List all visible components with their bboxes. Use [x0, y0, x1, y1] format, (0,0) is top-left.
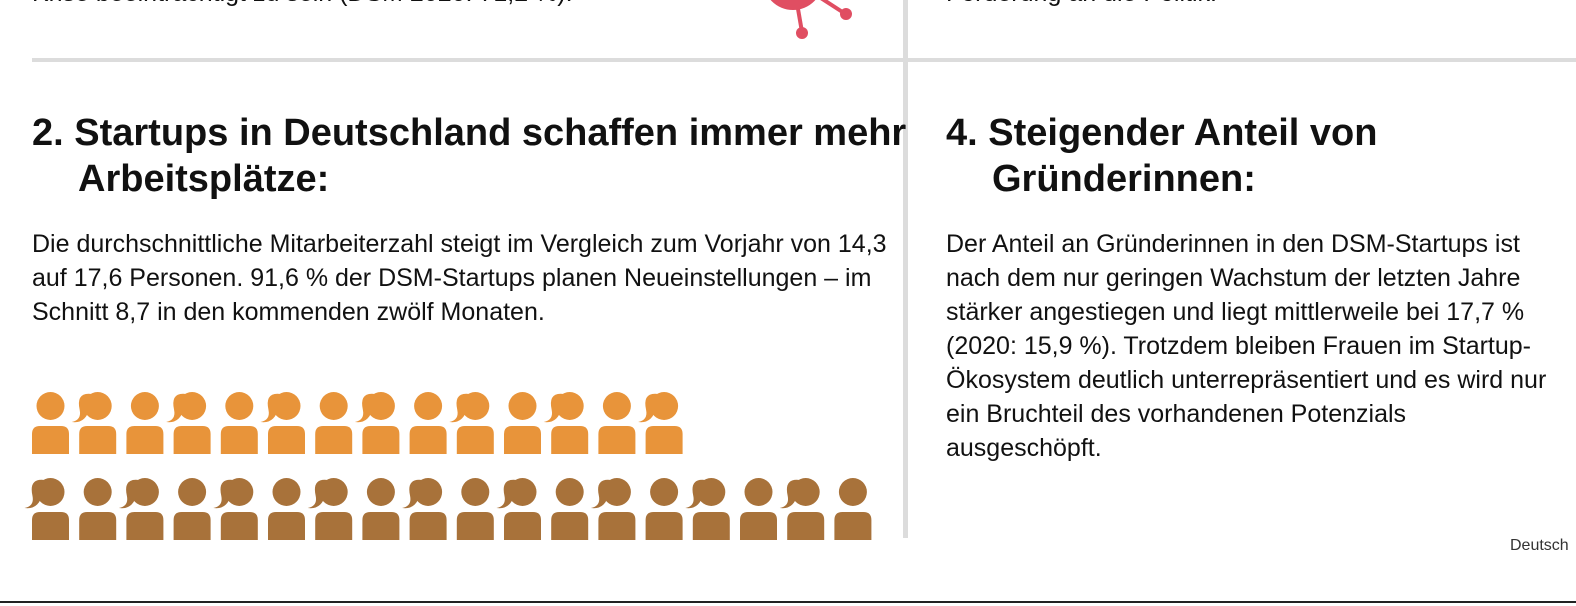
male-person-icon: [173, 478, 211, 540]
female-person-icon: [496, 478, 541, 540]
female-person-icon: [402, 478, 447, 540]
section-4-body: Der Anteil an Gründerinnen in den DSM-St…: [946, 230, 1547, 462]
male-person-icon: [79, 478, 117, 540]
male-person-icon: [315, 392, 353, 454]
horizontal-divider: [908, 58, 1576, 62]
male-person-icon: [834, 478, 872, 540]
female-person-icon: [166, 392, 211, 454]
female-person-icon: [685, 478, 730, 540]
people-row: [32, 392, 683, 454]
top-left-text: Krise beeinträchtigt zu sein (DSM 2020: …: [32, 0, 573, 10]
male-person-icon: [456, 478, 494, 540]
section-4-title: 4. Steigender Anteil von Gründerinnen:: [946, 112, 1378, 200]
vertical-divider: [903, 0, 908, 538]
virus-icon: [770, 0, 852, 39]
female-person-icon: [638, 392, 683, 454]
male-person-icon: [126, 392, 164, 454]
male-person-icon: [504, 392, 541, 454]
female-person-icon: [543, 392, 589, 454]
source-credit: Deutsch: [1510, 537, 1569, 554]
female-person-icon: [118, 478, 164, 540]
female-person-icon: [307, 478, 353, 540]
people-row: [24, 478, 872, 540]
female-person-icon: [354, 392, 400, 454]
top-right-text: Forderung an die Politik.: [946, 0, 1217, 10]
male-person-icon: [362, 478, 400, 540]
male-person-icon: [740, 478, 777, 540]
section-2-body: Die durchschnittliche Mitarbeiterzahl st…: [32, 230, 887, 326]
female-person-icon: [449, 392, 494, 454]
male-person-icon: [32, 392, 69, 454]
male-person-icon: [551, 478, 589, 540]
female-person-icon: [24, 478, 69, 540]
people-infographic: [24, 392, 872, 540]
male-person-icon: [268, 478, 305, 540]
male-person-icon: [645, 478, 683, 540]
female-person-icon: [71, 392, 117, 454]
female-person-icon: [779, 478, 825, 540]
bottom-rule: [0, 601, 1576, 603]
horizontal-divider: [32, 58, 904, 62]
male-person-icon: [220, 392, 258, 454]
female-person-icon: [213, 478, 258, 540]
male-person-icon: [409, 392, 447, 454]
male-person-icon: [598, 392, 636, 454]
female-person-icon: [260, 392, 305, 454]
female-person-icon: [590, 478, 636, 540]
section-2-title: 2. Startups in Deutschland schaffen imme…: [32, 112, 907, 200]
